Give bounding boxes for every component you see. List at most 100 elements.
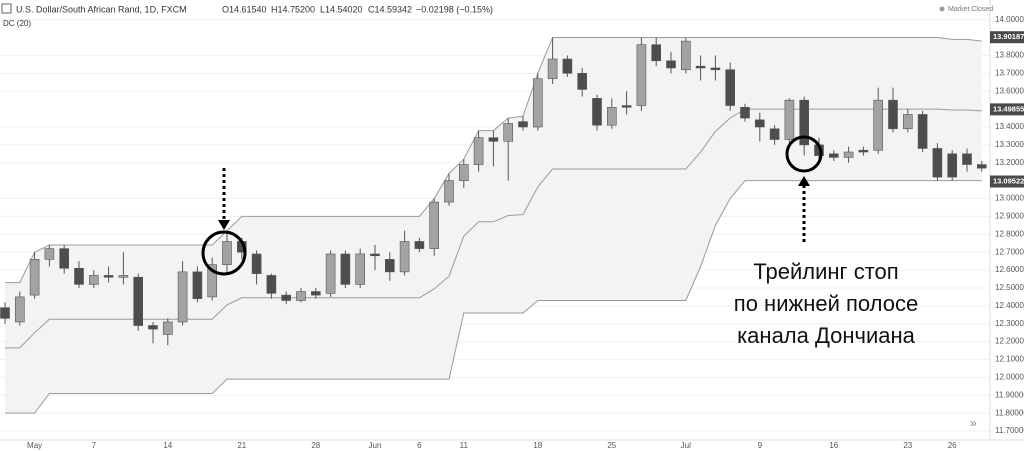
y-tick-label: 12.50000 [995, 283, 1024, 292]
y-tick-label: 12.90000 [995, 212, 1024, 221]
x-tick-label: 11 [460, 441, 469, 450]
candle-body [0, 307, 10, 319]
candle-body [947, 153, 958, 178]
y-tick-label: 13.00000 [995, 194, 1024, 203]
candle-body [562, 58, 573, 74]
x-tick-label: 21 [237, 441, 246, 450]
candle-body [89, 275, 99, 285]
y-tick-label: 12.80000 [995, 229, 1024, 238]
x-tick-label: 26 [948, 441, 957, 450]
candle-body [651, 44, 662, 62]
y-tick-label: 11.70000 [995, 426, 1024, 435]
y-tick-label: 11.80000 [995, 408, 1024, 417]
candle-body [384, 259, 395, 273]
x-tick-label: Jun [369, 441, 382, 450]
candle-body [266, 275, 277, 294]
symbol-title: U.S. Dollar/South African Rand, 1D, FXCM [16, 4, 187, 14]
candle-body [710, 67, 721, 71]
candle-body [488, 137, 499, 142]
plot-area [0, 19, 990, 432]
candle-body [962, 153, 972, 165]
candle-body [148, 325, 158, 330]
candle-body [74, 267, 84, 285]
market-status: Market Closed [948, 6, 993, 13]
candle-body [473, 137, 484, 165]
x-tick-label: 7 [92, 441, 97, 450]
y-tick-label: 13.30000 [995, 140, 1024, 149]
y-tick-label: 13.70000 [995, 68, 1024, 77]
candle-body [414, 241, 425, 249]
candle-body [222, 241, 232, 266]
candle-body [888, 99, 898, 130]
candle-body [251, 253, 262, 274]
y-tick-label: 13.20000 [995, 158, 1024, 167]
candle-body [503, 123, 514, 142]
x-tick-label: 18 [533, 441, 542, 450]
candle-body [177, 271, 188, 323]
candle-body [754, 119, 765, 128]
candle-body [858, 149, 869, 153]
candle-body [740, 107, 750, 119]
x-tick-label: 25 [607, 441, 616, 450]
channel-fill [5, 37, 982, 414]
scroll-button[interactable]: » [970, 416, 977, 430]
y-tick-label: 14.00000 [995, 15, 1024, 24]
x-tick-label: 6 [417, 441, 422, 450]
x-tick-label: Jul [681, 441, 691, 450]
annotation-line: по нижней полосе [734, 291, 918, 316]
candle-body [296, 291, 306, 301]
x-tick-label: 23 [903, 441, 912, 450]
candle-body [873, 99, 884, 151]
candle-body [340, 253, 351, 285]
candle-body [192, 271, 203, 299]
candle-body [799, 99, 810, 146]
candle-body [666, 60, 676, 69]
ohlc-low: L14.54020 [320, 4, 363, 14]
candle-body [532, 78, 543, 128]
candle-body [621, 105, 632, 108]
candle-body [828, 153, 839, 158]
candle-body [606, 107, 617, 126]
x-tick-label: 16 [829, 441, 838, 450]
candle-body [917, 114, 928, 149]
y-tick-label: 12.30000 [995, 319, 1024, 328]
candle-body [976, 164, 987, 169]
candle-body [310, 291, 321, 296]
candle-body [429, 201, 440, 249]
indicator-label[interactable]: DC (20) [3, 19, 31, 28]
candle-body [118, 275, 129, 278]
price-label-box [990, 31, 1024, 44]
annotation-line: канала Дончиана [737, 323, 916, 348]
candle-body [769, 128, 780, 140]
y-tick-label: 12.70000 [995, 247, 1024, 256]
price-label-box [990, 103, 1024, 116]
candle-body [15, 296, 25, 323]
y-tick-label: 13.60000 [995, 86, 1024, 95]
y-tick-label: 13.80000 [995, 51, 1024, 60]
candle-body [281, 294, 292, 301]
y-tick-label: 12.60000 [995, 265, 1024, 274]
candle-body [932, 148, 943, 178]
candle-body [784, 99, 795, 140]
candle-body [399, 241, 410, 273]
candle-body [695, 65, 706, 69]
candle-body [325, 253, 336, 294]
candle-body [444, 180, 454, 203]
ohlc-change: −0.02198 (−0.15%) [416, 4, 493, 14]
candle-body [458, 164, 469, 181]
candle-body [725, 69, 736, 106]
candle-body [133, 276, 143, 326]
candle-body [636, 44, 647, 106]
price-label: 13.49855 [993, 104, 1024, 113]
channel-line [5, 180, 982, 414]
candle-body [163, 321, 173, 335]
symbol-icon[interactable] [1, 3, 12, 14]
y-tick-label: 13.40000 [995, 122, 1024, 131]
candle-body [207, 264, 217, 298]
annotation-line: Трейлинг стоп [753, 259, 898, 284]
ohlc-close: C14.59342 [368, 4, 412, 14]
y-tick-label: 12.00000 [995, 373, 1024, 382]
candle-body [355, 253, 366, 285]
candle-body [680, 40, 691, 71]
y-tick-label: 12.20000 [995, 337, 1024, 346]
